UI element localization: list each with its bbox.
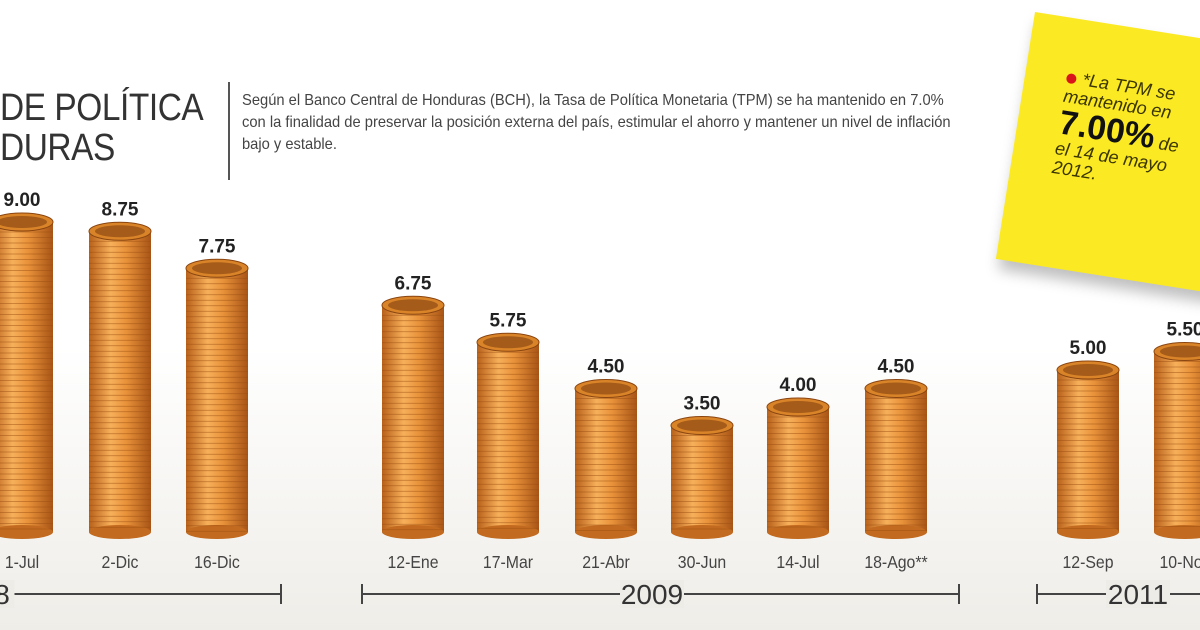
divider [228,82,230,180]
data-label: 5.50 [1167,320,1200,341]
coin-stack [382,305,444,532]
coin-stack [865,388,927,532]
coin-top-inner [388,299,438,312]
group-year-label: 2009 [621,579,683,610]
title-line-2: DURAS [0,127,115,169]
coin-stack-base [671,525,733,539]
coin-top-inner [871,382,921,395]
data-label: 8.75 [102,199,139,220]
category-label: 1-Jul [5,552,39,572]
data-label: 4.50 [878,357,915,378]
category-label: 12-Ene [387,552,438,572]
category-label: 18-Ago** [864,552,928,572]
coin-stack-base [767,525,829,539]
data-label: 3.50 [684,394,721,415]
coin-top-inner [0,216,47,228]
coin-stack-base [1057,525,1119,539]
coin-top-inner [192,262,242,275]
data-label: 4.50 [588,357,625,378]
category-label: 2-Dic [102,552,139,572]
coin-stack [575,388,637,532]
category-label: 14-Jul [776,552,819,572]
coin-stack [89,231,151,532]
coin-top-inner [1063,364,1113,376]
coin-top-inner [483,336,533,349]
coin-stack-base [0,525,53,539]
group-label-bg [0,580,15,608]
group-year-label: 2011 [1108,579,1168,610]
coin-stack [186,268,248,532]
coin-stack-base [865,525,927,539]
coin-top-inner [773,401,823,413]
coin-top-inner [581,382,631,395]
coin-stack-base [477,525,539,539]
coin-stack-base [89,525,151,539]
group-label-bg [620,580,684,608]
data-label: 5.75 [490,310,527,331]
coin-top-inner [1160,345,1200,358]
data-label: 5.00 [1070,338,1107,359]
description: Según el Banco Central de Honduras (BCH)… [242,92,951,153]
coin-stack [671,425,733,532]
coin-stack [1057,370,1119,532]
chart-title: DE POLÍTICA DURAS [0,87,204,169]
coin-stack [1154,351,1200,532]
red-dot-icon [1065,72,1078,85]
coin-stack-base [382,525,444,539]
coin-top-inner [677,419,727,432]
category-label: 30-Jun [678,552,726,572]
coin-stack [767,407,829,532]
data-label: 7.75 [199,236,236,257]
category-label: 16-Dic [194,552,240,572]
note-line-3: de [1157,133,1181,157]
group-year-label: 8 [0,579,10,610]
category-label: 10-Nov [1159,552,1200,572]
coin-stack-base [186,525,248,539]
category-label: 17-Mar [483,552,533,572]
data-label: 4.00 [780,375,817,396]
category-label: 12-Sep [1062,552,1113,572]
coin-stack-base [1154,525,1200,539]
title-line-1: DE POLÍTICA [0,87,204,129]
coin-stack [477,342,539,532]
data-label: 9.00 [4,190,41,211]
coin-stack [0,222,53,532]
coin-stack-base [575,525,637,539]
coin-top-inner [95,225,145,238]
data-label: 6.75 [395,273,432,294]
group-label-bg [1106,580,1170,608]
category-label: 21-Abr [582,552,630,572]
